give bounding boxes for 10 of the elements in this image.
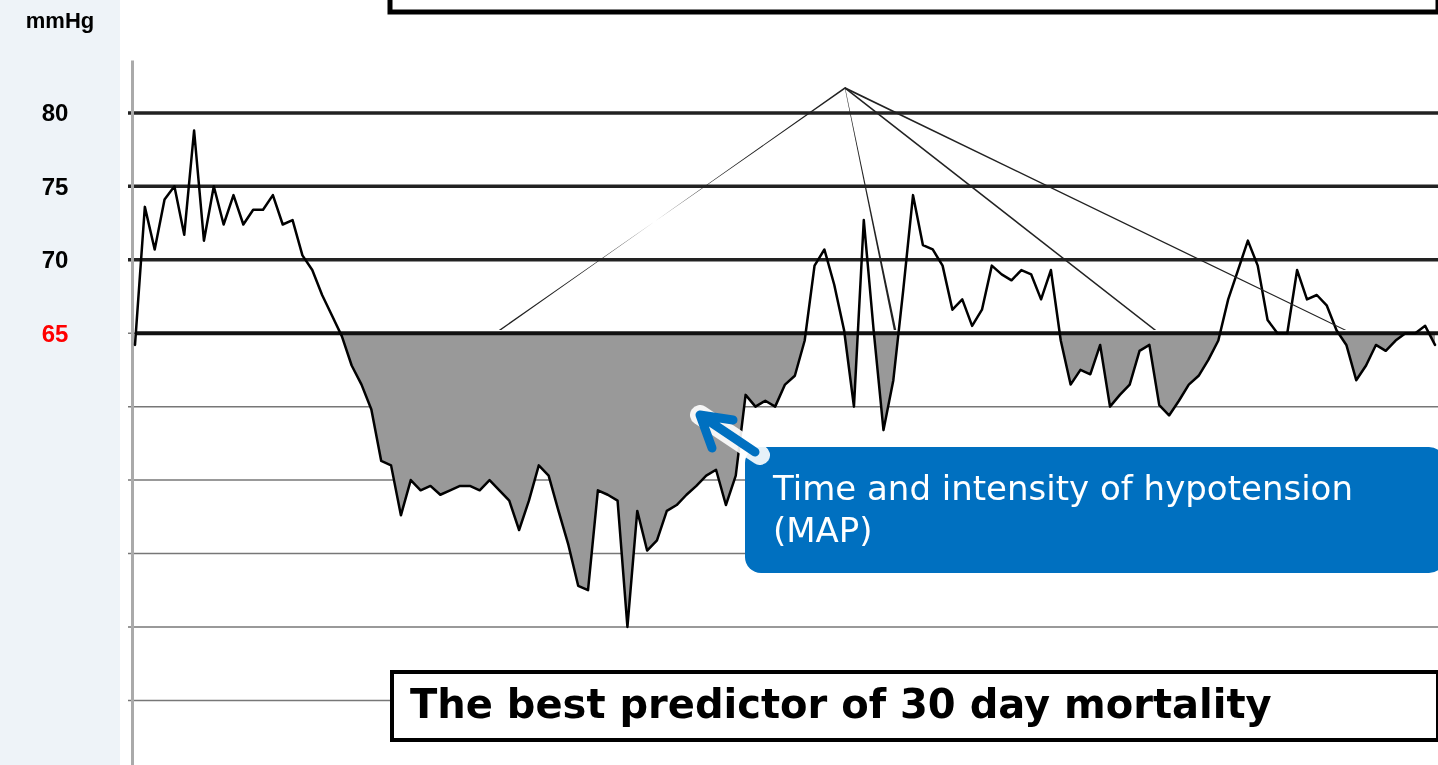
ref-line-label: 65: [41, 319, 69, 347]
annotation: Time and intensity of hypotension (MAP): [772, 468, 1353, 550]
y-axis-title: mmHg: [25, 8, 95, 33]
y-tick-label: 70: [41, 245, 69, 273]
y-tick-label: 75: [41, 172, 69, 200]
caption-box: The best predictor of 30 day mortality: [390, 670, 1438, 742]
y-tick-label: 80: [41, 99, 69, 127]
annotation: The best predictor of 30 day mortality: [410, 681, 1272, 727]
line-series: [133, 129, 1437, 629]
callout-box: Time and intensity of hypotension (MAP): [745, 447, 1438, 573]
